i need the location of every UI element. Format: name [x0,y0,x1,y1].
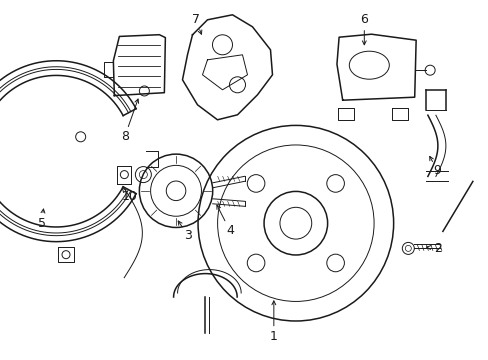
Text: 5: 5 [38,217,45,230]
Text: 3: 3 [184,229,192,242]
Text: 4: 4 [225,224,233,237]
Text: 7: 7 [191,13,199,26]
Text: 9: 9 [433,165,441,177]
Text: 10: 10 [122,190,137,203]
Text: 6: 6 [360,13,367,26]
Text: 8: 8 [121,130,128,143]
Text: 1: 1 [269,330,277,343]
Text: 2: 2 [433,242,441,255]
